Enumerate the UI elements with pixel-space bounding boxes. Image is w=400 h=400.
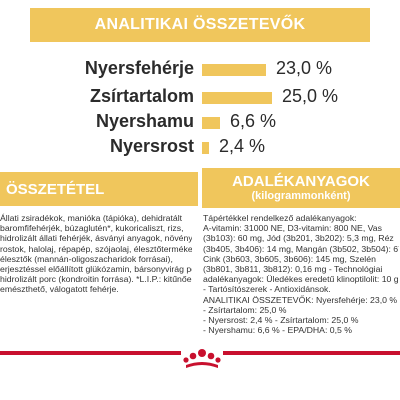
metric-bar bbox=[202, 117, 220, 129]
additives-header: ADALÉKANYAGOK (kilogrammonként) bbox=[202, 168, 400, 208]
additives-title: ADALÉKANYAGOK bbox=[232, 172, 370, 190]
metric-row: Nyersrost 2,4 % bbox=[0, 136, 400, 158]
text-line: élesztők (mannán-oligoszacharidok forrás… bbox=[0, 253, 173, 264]
metric-bar bbox=[202, 92, 272, 104]
metric-bar bbox=[202, 142, 209, 154]
text-line: Állati zsiradékok, maniókа (tápióka), de… bbox=[0, 213, 183, 223]
text-line: rostok, halolaj, répapép, szójaolaj, éle… bbox=[0, 243, 192, 254]
metric-row: Zsírtartalom 25,0 % bbox=[0, 86, 400, 108]
metric-row: Nyershamu 6,6 % bbox=[0, 111, 400, 133]
text-line: hidrolizált porc (kondroitin forrása). *… bbox=[0, 274, 192, 285]
text-line: - Nyershamu: 6,6 % - EPA/DHA: 0,5 % bbox=[203, 325, 353, 336]
text-line: hidrolizált állati fehérjék, ásványi any… bbox=[0, 233, 192, 244]
metric-value: 2,4 % bbox=[219, 136, 266, 156]
text-line: (3b103): 60 mg, Jód (3b201, 3b202): 5,3 … bbox=[203, 233, 394, 244]
metric-row: Nyersfehérje 23,0 % bbox=[0, 58, 400, 80]
text-line: emészthető, válogatott fehérje. bbox=[0, 284, 119, 295]
analytical-components-title: ANALITIKAI ÖSSZETEVŐK bbox=[30, 8, 370, 42]
metric-value: 6,6 % bbox=[230, 111, 277, 131]
text-line: (3b405, 3b406): 14 mg, Mangán (3b502, 3b… bbox=[203, 243, 399, 254]
text-line: - Zsírtartalom: 25,0 % bbox=[203, 304, 287, 315]
additives-text: Tápértékkel rendelkező adalékanyagok: A-v… bbox=[203, 213, 399, 335]
metric-value: 25,0 % bbox=[282, 86, 339, 106]
text-line: A-vitamin: 31000 NE, D3-vitamin: 800 NE,… bbox=[203, 223, 382, 234]
text-line: - Tartósítószerek - Antioxidánsok. bbox=[203, 284, 331, 295]
composition-title: ÖSSZETÉTEL bbox=[6, 180, 105, 198]
metric-bar bbox=[202, 64, 266, 76]
royal-canin-crown-icon bbox=[179, 337, 225, 377]
metric-label: Nyersrost bbox=[109, 136, 194, 156]
additives-subtitle: (kilogrammonként) bbox=[251, 189, 351, 202]
metric-value: 23,0 % bbox=[276, 58, 333, 78]
text-line: baromfifehérjék, búzaglutén*, kukoricali… bbox=[0, 223, 184, 234]
composition-header: ÖSSZETÉTEL bbox=[0, 172, 198, 206]
text-line: ANALITIKAI ÖSSZETEVŐK: Nyersfehérje: 23,… bbox=[203, 294, 398, 305]
composition-text: Állati zsiradékok, maniókа (tápióka), de… bbox=[0, 213, 192, 295]
text-line: Tápértékkel rendelkező adalékanyagok: bbox=[203, 213, 357, 223]
metric-label: Nyersfehérje bbox=[84, 58, 194, 78]
text-line: (3b801, 3b811, 3b812): 0,16 mg - Technol… bbox=[203, 264, 383, 275]
text-line: - Nyersrost: 2,4 % - Zsírtartalom: 25,0 … bbox=[203, 315, 359, 326]
metric-label: Zsírtartalom bbox=[89, 86, 194, 106]
text-line: erjesztéssel előállított glükózamin, bár… bbox=[0, 264, 192, 275]
text-line: adalékanyagok: Üledékes eredetű klinopti… bbox=[203, 274, 399, 285]
metric-label: Nyershamu bbox=[95, 111, 194, 131]
text-line: Cink (3b603, 3b605, 3b606): 145 mg, Szel… bbox=[203, 253, 376, 264]
